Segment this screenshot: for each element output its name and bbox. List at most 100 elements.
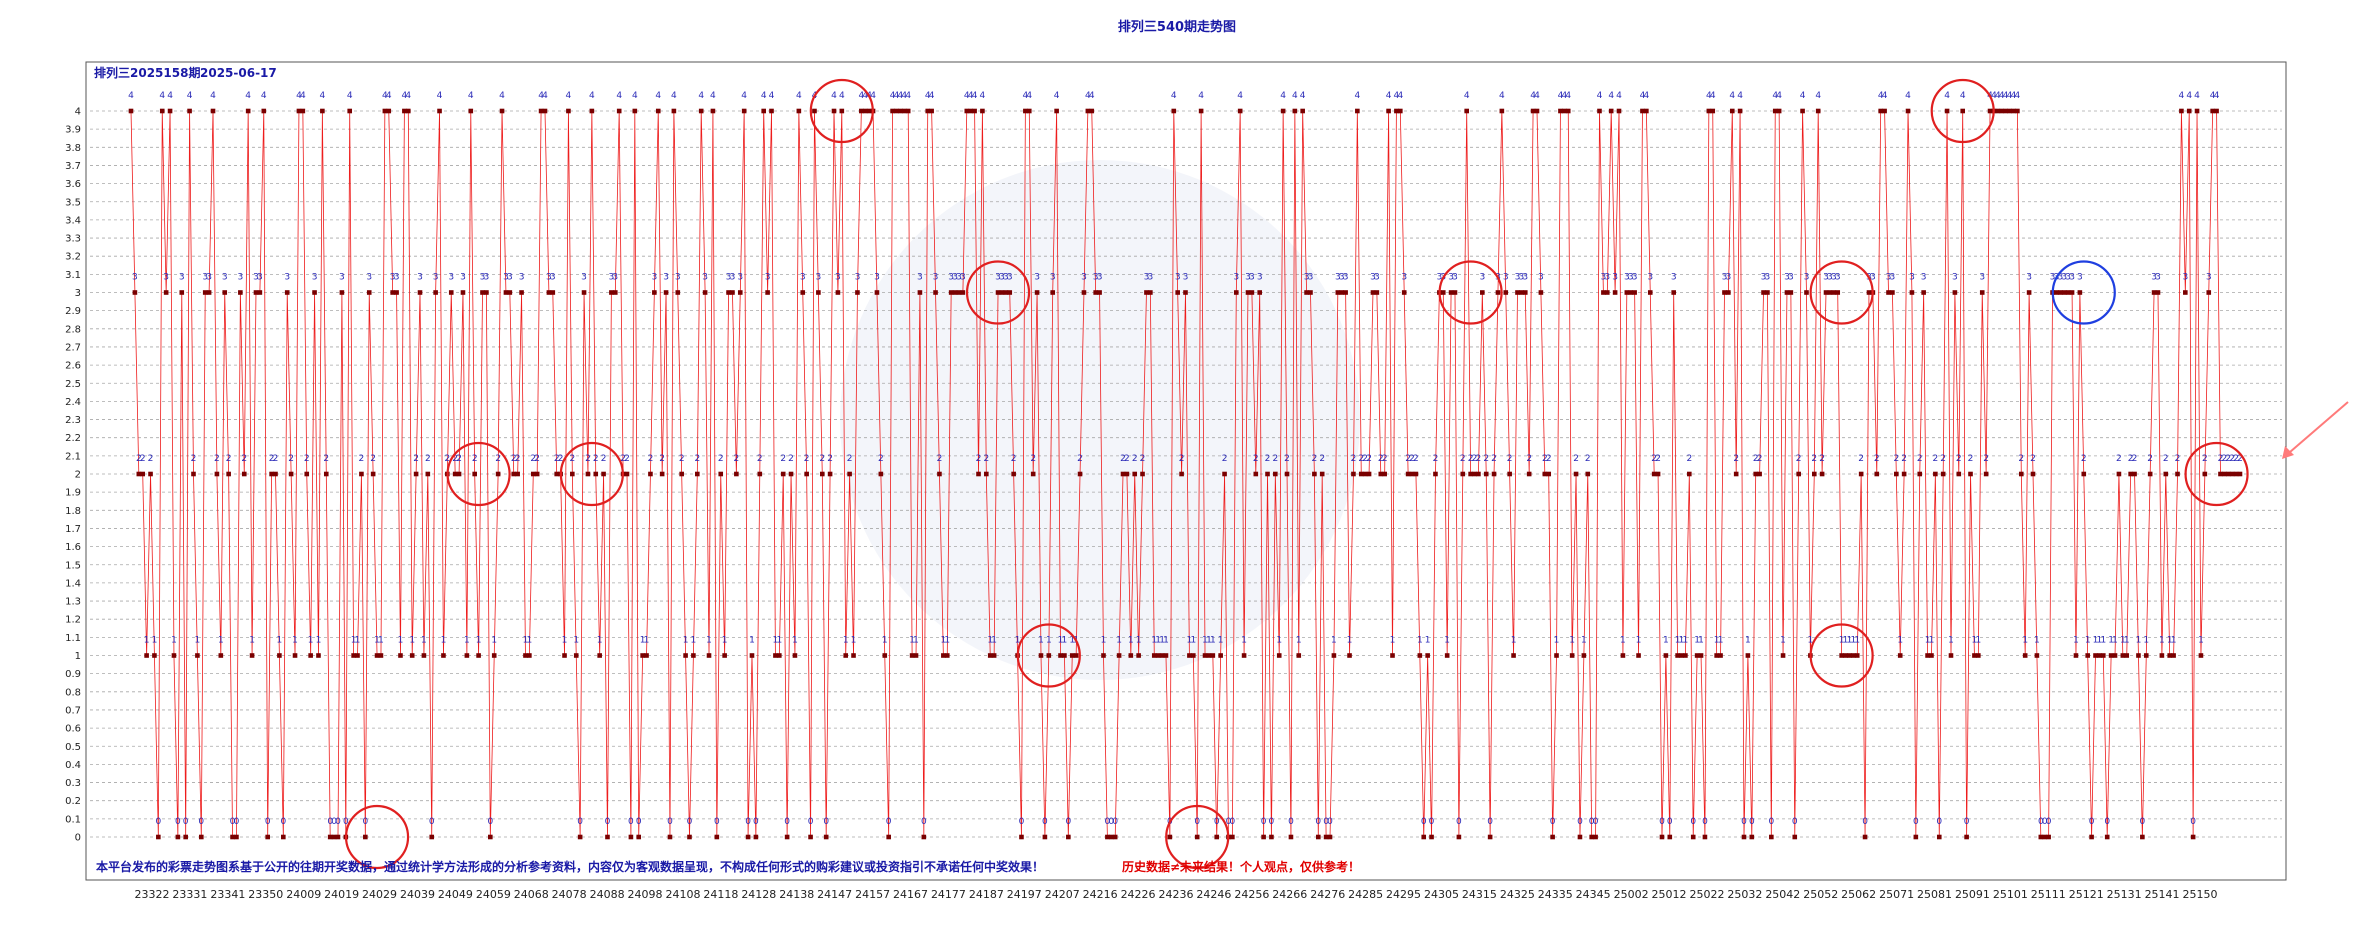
data-point (1198, 108, 1204, 114)
data-point-label: 0 (886, 817, 892, 827)
data-point (515, 471, 520, 477)
data-point-label: 3 (1671, 273, 1677, 283)
x-tick-label: 24216 (1083, 888, 1118, 901)
data-point (1890, 290, 1895, 295)
data-point-label: 2 (288, 454, 294, 464)
data-point-label: 1 (2159, 636, 2165, 646)
data-point (589, 108, 595, 114)
data-point-label: 1 (308, 636, 314, 646)
y-tick-label: 0.7 (65, 705, 81, 716)
data-point (1214, 834, 1220, 840)
data-point (745, 834, 751, 840)
data-point-label: 4 (1643, 91, 1649, 101)
data-point-label: 4 (1905, 91, 1911, 101)
data-point-label: 3 (737, 273, 743, 283)
data-point-label: 1 (2100, 636, 2106, 646)
data-point (1124, 471, 1130, 477)
data-point-label: 3 (1788, 273, 1794, 283)
data-point (1929, 653, 1934, 658)
data-point-label: 3 (1952, 273, 1958, 283)
data-point-label: 2 (359, 454, 365, 464)
x-tick-label: 24059 (476, 888, 511, 901)
highlight-circle (1016, 623, 1081, 688)
data-point-label: 0 (1577, 817, 1583, 827)
x-tick-label: 24167 (893, 888, 928, 901)
data-point (1366, 471, 1372, 477)
data-point-label: 2 (2128, 454, 2134, 464)
x-tick-label: 24068 (514, 888, 549, 901)
data-point-label: 4 (769, 91, 775, 101)
data-point (1526, 471, 1532, 477)
data-point (784, 834, 790, 840)
data-point (675, 290, 681, 295)
data-point-label: 3 (1339, 273, 1345, 283)
data-point (226, 471, 231, 477)
data-point-label: 1 (1069, 636, 1075, 646)
data-point-label: 4 (187, 91, 193, 101)
data-point (1800, 108, 1805, 114)
data-point (269, 471, 274, 477)
data-point-label: 1 (773, 636, 779, 646)
data-point-label: 3 (480, 273, 486, 283)
data-point-label: 2 (733, 454, 739, 464)
data-point-label: 3 (1183, 273, 1189, 283)
x-tick-label: 24147 (817, 888, 852, 901)
data-point (1374, 290, 1380, 295)
data-point-label: 0 (1194, 817, 1200, 827)
data-point (488, 834, 493, 840)
data-point (1073, 653, 1079, 658)
y-tick-label: 1.8 (65, 506, 81, 517)
y-tick-label: 1.2 (65, 615, 81, 626)
data-point (2030, 471, 2036, 477)
data-point-label: 1 (1620, 636, 1626, 646)
data-point (1433, 471, 1438, 477)
data-point-label: 1 (171, 636, 177, 646)
data-point (191, 471, 196, 477)
data-point (2233, 471, 2239, 477)
data-point-label: 2 (624, 454, 630, 464)
data-point-label: 1 (277, 636, 283, 646)
data-point-label: 4 (1729, 91, 1735, 101)
data-point (960, 290, 966, 295)
data-point-label: 4 (1999, 91, 2005, 101)
watermark (840, 160, 1360, 680)
data-point-label: 1 (882, 636, 888, 646)
data-point (1612, 290, 1618, 295)
highlight-circle (1438, 260, 1503, 325)
data-point-label: 0 (1913, 817, 1919, 827)
data-point (300, 108, 306, 114)
data-point-label: 2 (1651, 454, 1657, 464)
data-point-label: 3 (394, 273, 400, 283)
x-tick-label: 25062 (1841, 888, 1876, 901)
x-tick-label: 25032 (1727, 888, 1762, 901)
highlight-circle (1809, 260, 1874, 325)
data-point (2124, 653, 2130, 658)
data-point (210, 108, 216, 114)
data-point (1608, 108, 1614, 114)
data-point (199, 834, 204, 840)
data-point-label: 0 (1229, 817, 1235, 827)
data-point (1038, 653, 1044, 658)
data-point (292, 653, 298, 658)
data-point (921, 834, 927, 840)
data-point (265, 834, 270, 840)
data-point-label: 3 (2151, 273, 2157, 283)
data-point-label: 4 (655, 91, 661, 101)
data-point (359, 471, 364, 477)
data-point-label: 1 (1136, 636, 1142, 646)
x-tick-label: 24315 (1462, 888, 1497, 901)
data-point-label: 3 (1401, 273, 1407, 283)
data-point (507, 290, 513, 295)
data-point (2003, 108, 2008, 114)
x-tick-label: 24305 (1424, 888, 1459, 901)
data-point (652, 290, 657, 295)
data-point (1222, 471, 1227, 477)
data-point-label: 3 (1007, 273, 1013, 283)
data-point-label: 0 (429, 817, 435, 827)
disclaimer-warning: 历史数据≠未来结果！个人观点，仅供参考！ (1122, 859, 1360, 874)
data-point-label: 4 (2210, 91, 2216, 101)
data-point (585, 471, 591, 477)
data-point (429, 834, 435, 840)
data-point-label: 2 (1901, 454, 1907, 464)
x-tick-label: 24088 (590, 888, 625, 901)
